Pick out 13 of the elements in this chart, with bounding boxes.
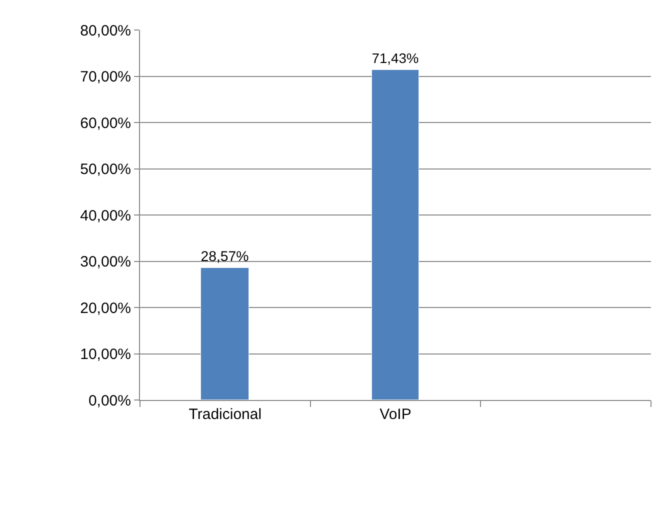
y-tick-label: 0,00% (88, 392, 131, 410)
x-tick-label: Tradicional (188, 406, 262, 423)
data-label: 71,43% (372, 50, 419, 66)
y-tick-label: 70,00% (80, 68, 131, 86)
data-label: 28,57% (200, 248, 250, 264)
y-tick-label: 50,00% (80, 161, 131, 178)
y-tick-label: 10,00% (80, 346, 131, 363)
y-tick-label: 40,00% (80, 207, 131, 224)
x-tick-label: VoIP (380, 406, 412, 423)
y-tick-label: 20,00% (80, 300, 131, 317)
y-tick-label: 60,00% (80, 114, 131, 132)
y-tick-label: 80,00% (80, 22, 131, 40)
y-tick-label: 30,00% (80, 254, 131, 270)
